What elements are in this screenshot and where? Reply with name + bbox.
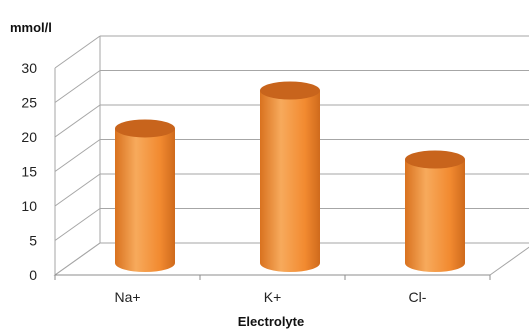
x-axis-title: Electrolyte: [238, 314, 304, 329]
gridline-side-30: [54, 35, 101, 69]
x-tick-label: Cl-: [409, 289, 427, 305]
bars: [115, 81, 465, 272]
y-tick-label: 30: [21, 60, 37, 76]
gridline-side-25: [54, 70, 101, 103]
bar-body: [405, 159, 465, 272]
bar-top: [405, 150, 465, 169]
bar-K+: [260, 81, 320, 272]
bar-Na+: [115, 119, 175, 272]
y-axis-title: mmol/l: [10, 20, 52, 35]
bar-top: [115, 119, 175, 138]
bar-Cl-: [405, 150, 465, 272]
y-tick-label: 10: [21, 198, 37, 214]
labels: 0 5 10 15 20 25 30 Na+ K+ Cl-: [21, 60, 426, 305]
y-tick-label: 15: [21, 164, 37, 180]
x-tick-label: K+: [264, 289, 282, 305]
y-tick-label: 0: [29, 267, 37, 283]
bar-body: [115, 128, 175, 272]
y-tick-label: 5: [29, 233, 37, 249]
gridline-side-15: [54, 139, 101, 172]
gridline-side-5: [54, 208, 101, 241]
gridline-side-20: [54, 104, 101, 138]
bar-top: [260, 81, 320, 100]
gridline-side-10: [54, 173, 101, 207]
x-tick-label: Na+: [114, 289, 140, 305]
bar-body: [260, 90, 320, 272]
y-tick-label: 25: [21, 95, 37, 111]
y-tick-label: 20: [21, 129, 37, 145]
